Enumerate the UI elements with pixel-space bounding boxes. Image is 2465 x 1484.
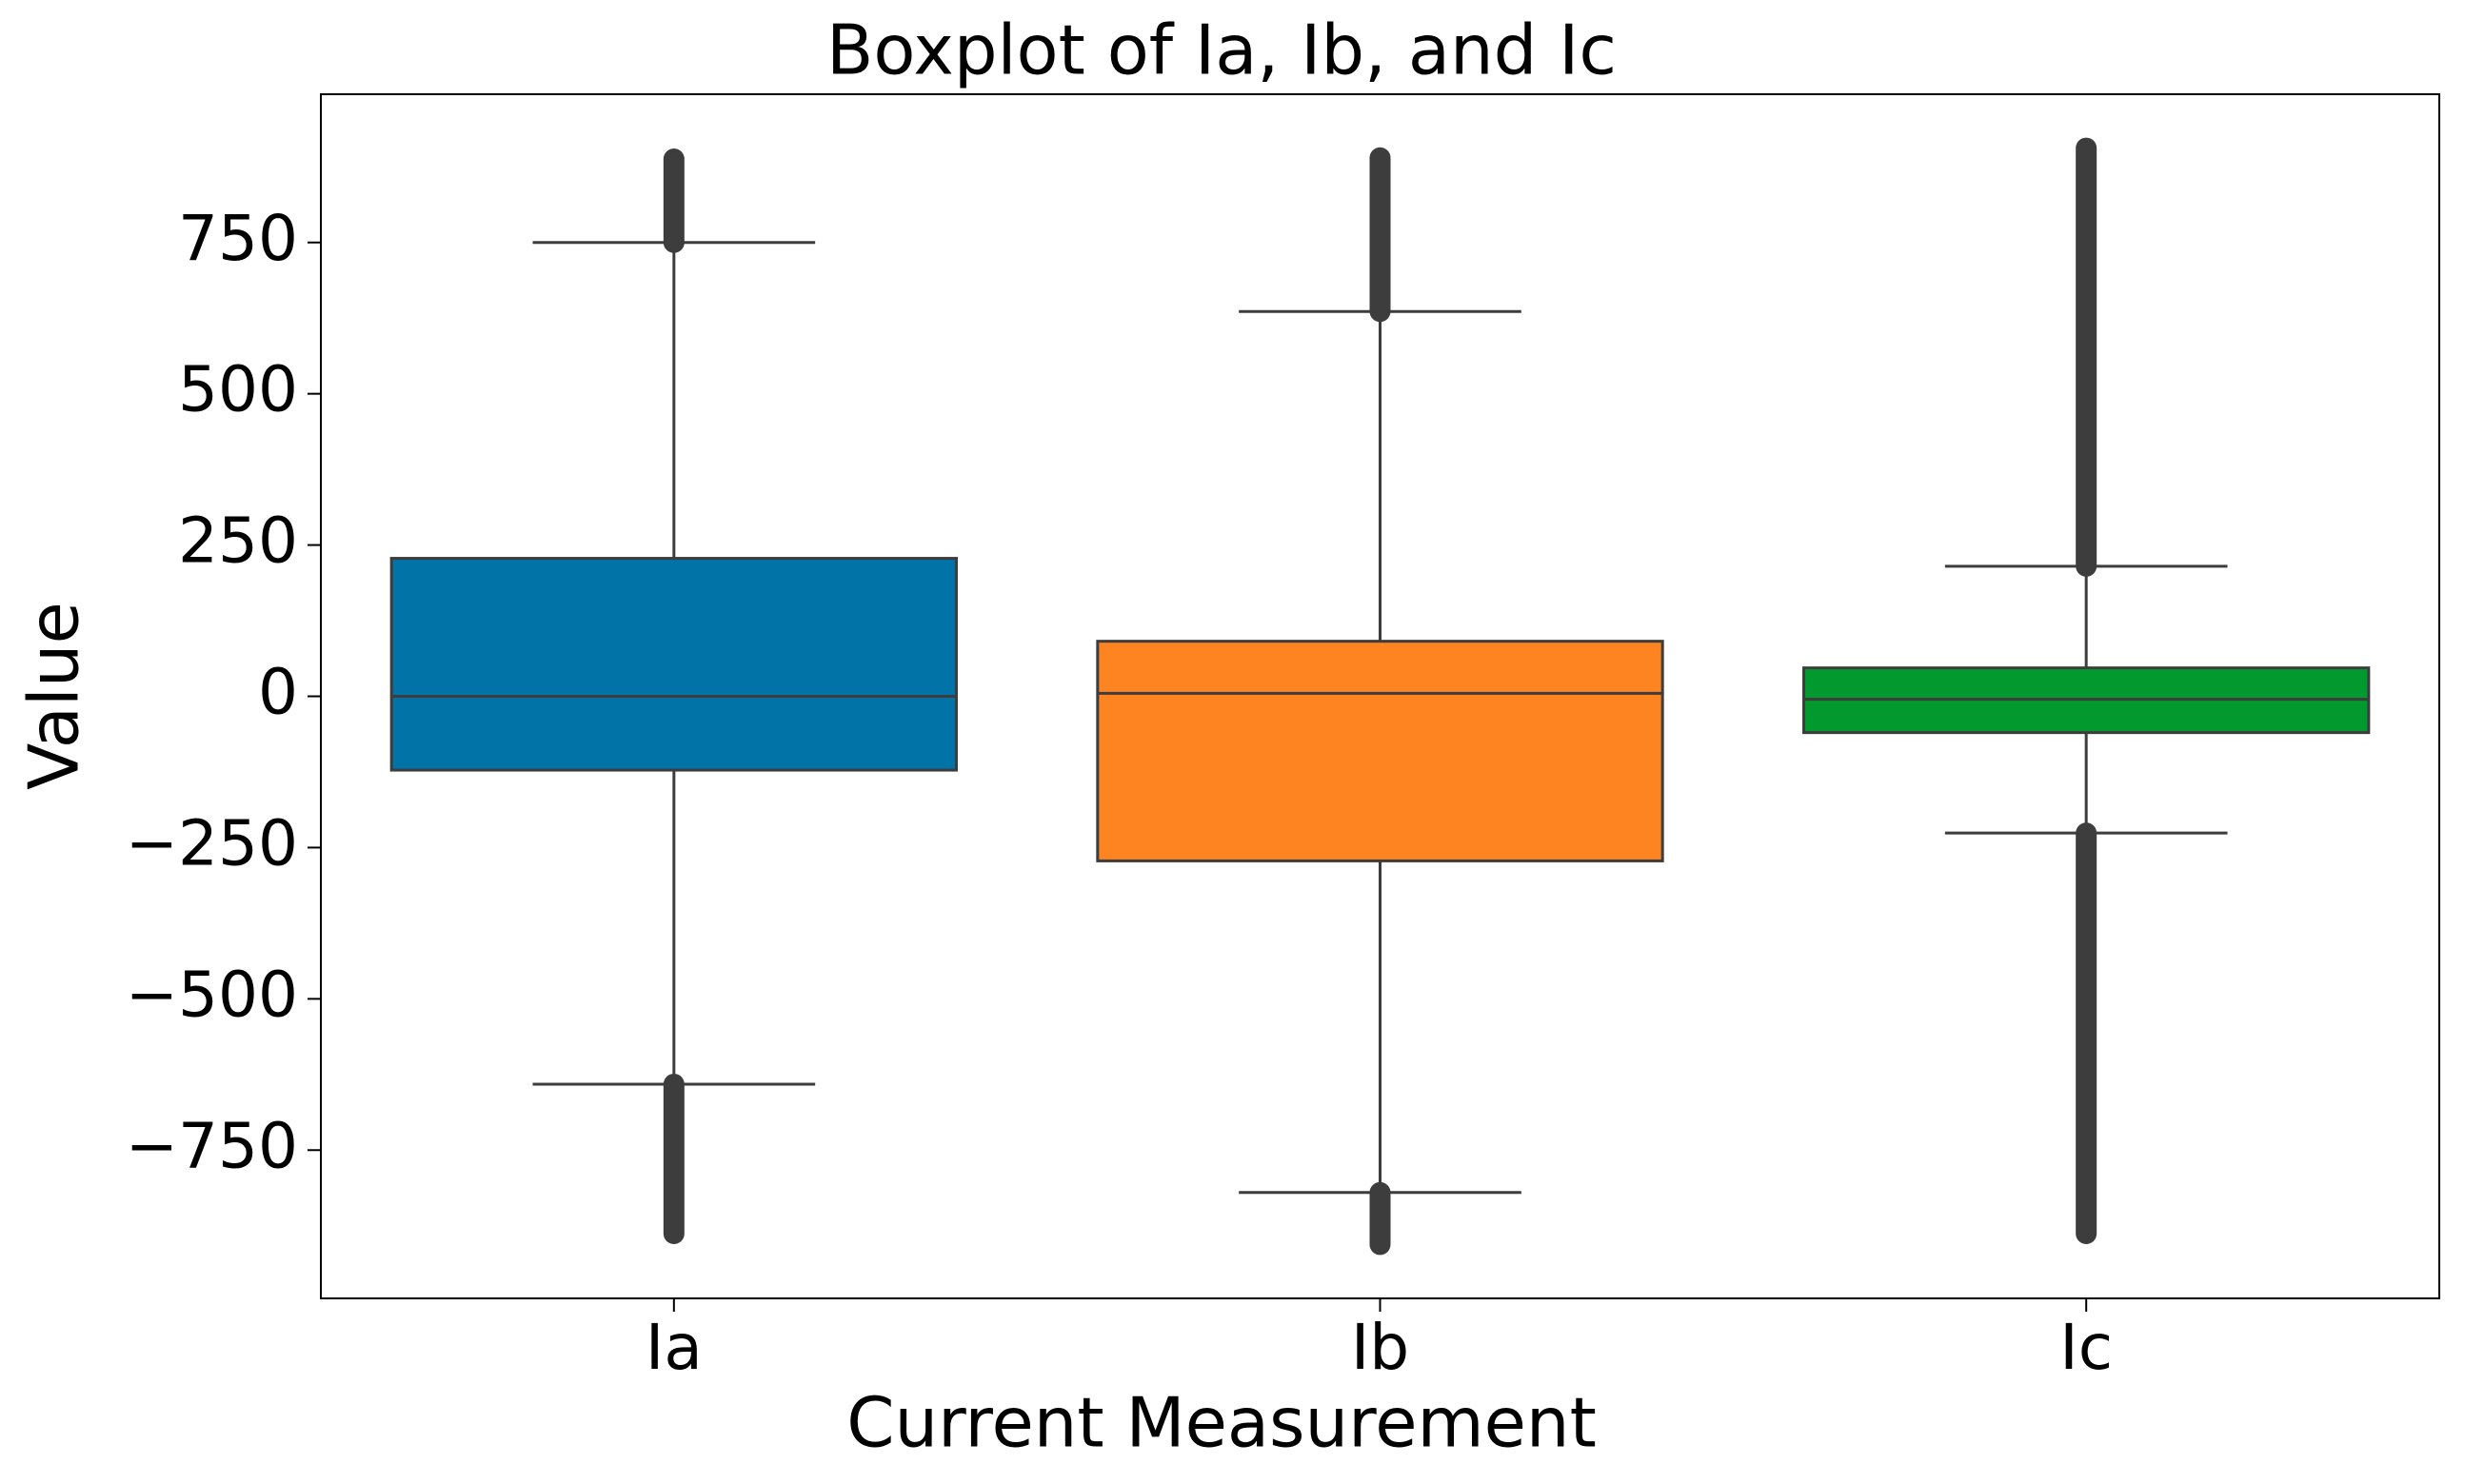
x-tick-label: Ic: [2059, 1311, 2113, 1384]
x-tick-label: Ia: [646, 1311, 703, 1384]
y-tick-label: 0: [258, 656, 298, 729]
y-tick-label: 750: [178, 202, 298, 275]
y-tick-label: −250: [126, 806, 298, 880]
plot-frame: [320, 93, 2440, 1299]
y-tick-label: 500: [178, 353, 298, 426]
chart-title: Boxplot of Ia, Ib, and Ic: [826, 10, 1617, 90]
y-tick-label: 250: [178, 505, 298, 578]
y-tick-label: −750: [126, 1109, 298, 1182]
x-axis-label: Current Measurement: [846, 1383, 1597, 1463]
y-tick-label: −500: [126, 958, 298, 1031]
y-axis-label: Value: [14, 602, 94, 790]
box: [1096, 640, 1664, 862]
box: [389, 557, 958, 772]
x-tick-label: Ib: [1351, 1311, 1409, 1384]
